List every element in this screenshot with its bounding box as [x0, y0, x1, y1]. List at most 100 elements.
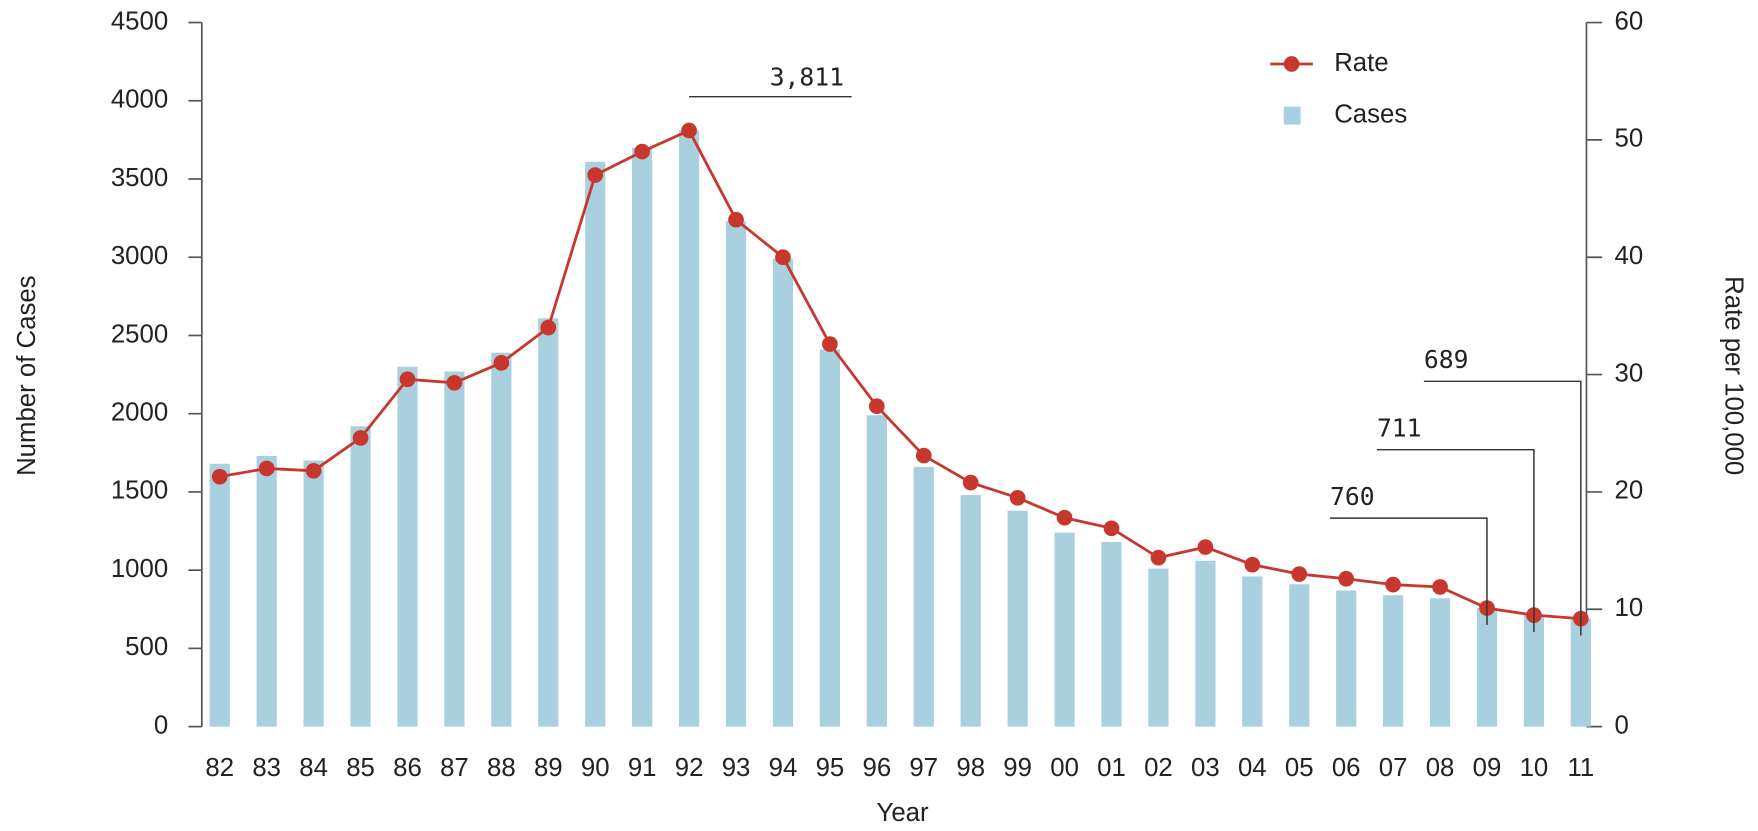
bar — [1289, 584, 1310, 727]
bar — [725, 221, 747, 727]
y2-tick-label: 60 — [1614, 7, 1643, 35]
x-tick-label: 86 — [393, 754, 422, 782]
rate-marker — [962, 474, 979, 491]
x-tick-label: 89 — [534, 754, 563, 782]
x-axis-label: Year — [877, 799, 929, 827]
y-tick-label: 500 — [125, 633, 168, 661]
bar — [538, 318, 559, 727]
legend-marker — [1283, 56, 1300, 72]
legend-label: Rate — [1334, 49, 1388, 77]
x-tick-label: 95 — [816, 754, 845, 782]
rate-line — [219, 128, 1581, 621]
rate-marker — [822, 336, 838, 352]
x-tick-label: 90 — [581, 754, 610, 782]
y2-tick-label: 20 — [1614, 477, 1643, 505]
callout-line — [1330, 517, 1488, 625]
rate-marker — [775, 249, 791, 266]
x-tick-label: 10 — [1520, 754, 1549, 782]
bar — [1570, 618, 1591, 727]
rate-marker — [258, 460, 275, 477]
bar — [913, 466, 934, 727]
rate-marker — [1338, 570, 1355, 587]
bar — [1195, 560, 1216, 727]
x-tick-label: 82 — [205, 754, 234, 782]
rate-marker — [446, 374, 463, 391]
bar — [585, 161, 606, 727]
y-tick-label: 3500 — [111, 164, 168, 192]
bar — [819, 349, 840, 727]
x-tick-label: 02 — [1144, 754, 1173, 782]
y-tick-label: 4000 — [111, 86, 168, 114]
rate-marker — [1056, 509, 1073, 526]
y2-tick-label: 30 — [1614, 359, 1643, 387]
bar — [1101, 541, 1122, 727]
x-tick-label: 84 — [299, 754, 328, 782]
y2-tick-label: 10 — [1614, 594, 1643, 622]
x-tick-label: 11 — [1567, 754, 1594, 782]
x-tick-label: 94 — [769, 754, 798, 782]
bar — [1429, 598, 1451, 727]
rate-marker — [681, 122, 697, 139]
rate-marker — [728, 211, 744, 228]
bar — [679, 130, 700, 727]
y-tick-label: 1000 — [111, 555, 168, 583]
x-tick-label: 88 — [487, 754, 516, 782]
rate-marker — [1197, 539, 1214, 555]
legend-label: Cases — [1334, 100, 1407, 128]
bar — [1054, 532, 1075, 727]
y2-axis-label: Rate per 100,000 — [1719, 276, 1747, 475]
x-tick-label: 83 — [252, 754, 281, 782]
legend-swatch — [1283, 106, 1301, 125]
rate-marker — [493, 354, 510, 371]
y-tick-label: 2000 — [111, 399, 168, 427]
rate-marker — [211, 468, 228, 485]
bar — [960, 495, 981, 727]
data-label: 760 — [1330, 482, 1375, 511]
rate-marker — [540, 319, 557, 336]
data-label: 711 — [1377, 414, 1422, 443]
bar — [772, 258, 794, 727]
bar — [303, 460, 324, 727]
x-tick-label: 97 — [909, 754, 938, 782]
bar — [1148, 568, 1169, 727]
y-tick-label: 2500 — [111, 320, 168, 348]
rate-marker — [915, 447, 932, 464]
x-tick-label: 09 — [1473, 754, 1502, 782]
bar — [209, 463, 230, 727]
callout-line — [1423, 380, 1582, 636]
x-tick-label: 96 — [862, 754, 891, 782]
y-axis-label: Number of Cases — [13, 275, 41, 475]
callout-line — [1376, 448, 1535, 632]
rate-marker — [1244, 556, 1261, 573]
bar — [632, 147, 653, 727]
bar — [866, 415, 887, 727]
bar — [397, 366, 418, 727]
y2-tick-label: 40 — [1614, 242, 1643, 270]
x-tick-label: 04 — [1238, 754, 1267, 782]
y-tick-label: 3000 — [111, 242, 168, 270]
bar — [256, 455, 277, 727]
bar — [444, 371, 465, 727]
x-tick-label: 00 — [1050, 754, 1079, 782]
rate-marker — [1432, 579, 1448, 595]
x-tick-label: 92 — [675, 754, 704, 782]
rate-marker — [1150, 549, 1167, 566]
rate-marker — [305, 462, 322, 479]
x-tick-label: 07 — [1379, 754, 1408, 782]
x-tick-label: 98 — [956, 754, 985, 782]
y-tick-label: 4500 — [111, 7, 168, 35]
bar — [1007, 510, 1028, 727]
bar — [1383, 595, 1404, 727]
x-tick-label: 93 — [722, 754, 751, 782]
rate-marker — [399, 371, 416, 388]
rate-marker — [587, 167, 604, 183]
x-tick-label: 06 — [1332, 754, 1361, 782]
x-tick-label: 85 — [346, 754, 375, 782]
bar — [1242, 576, 1263, 727]
rate-marker — [868, 398, 885, 415]
bar — [1336, 590, 1357, 727]
bar — [491, 352, 512, 727]
y2-tick-label: 0 — [1614, 711, 1628, 739]
x-tick-label: 91 — [628, 754, 657, 782]
